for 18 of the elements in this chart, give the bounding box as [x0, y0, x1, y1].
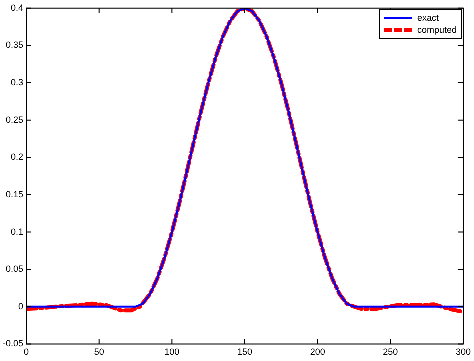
y-tick-label: 0.15 [6, 189, 24, 200]
legend-label: exact [417, 13, 439, 24]
legend-label: computed [417, 25, 458, 36]
x-tick-label: 150 [237, 347, 253, 358]
y-tick-label: 0.05 [6, 264, 24, 274]
y-tick-label: 0.35 [6, 40, 24, 50]
y-tick-label: -0.05 [3, 338, 24, 349]
x-tick-label: 300 [456, 347, 472, 358]
x-tick-label: 200 [310, 347, 326, 358]
x-tick-label: 100 [164, 347, 180, 358]
y-tick-label: 0.3 [11, 78, 24, 88]
y-tick-label: 0.4 [11, 2, 24, 13]
x-tick-label: 50 [94, 347, 104, 358]
y-tick-label: 0.1 [11, 226, 24, 237]
y-tick-label: 0.2 [11, 152, 24, 162]
y-tick-label: 0.25 [6, 114, 24, 125]
x-tick-label: 250 [383, 347, 398, 358]
y-tick-label: 0 [18, 301, 24, 312]
